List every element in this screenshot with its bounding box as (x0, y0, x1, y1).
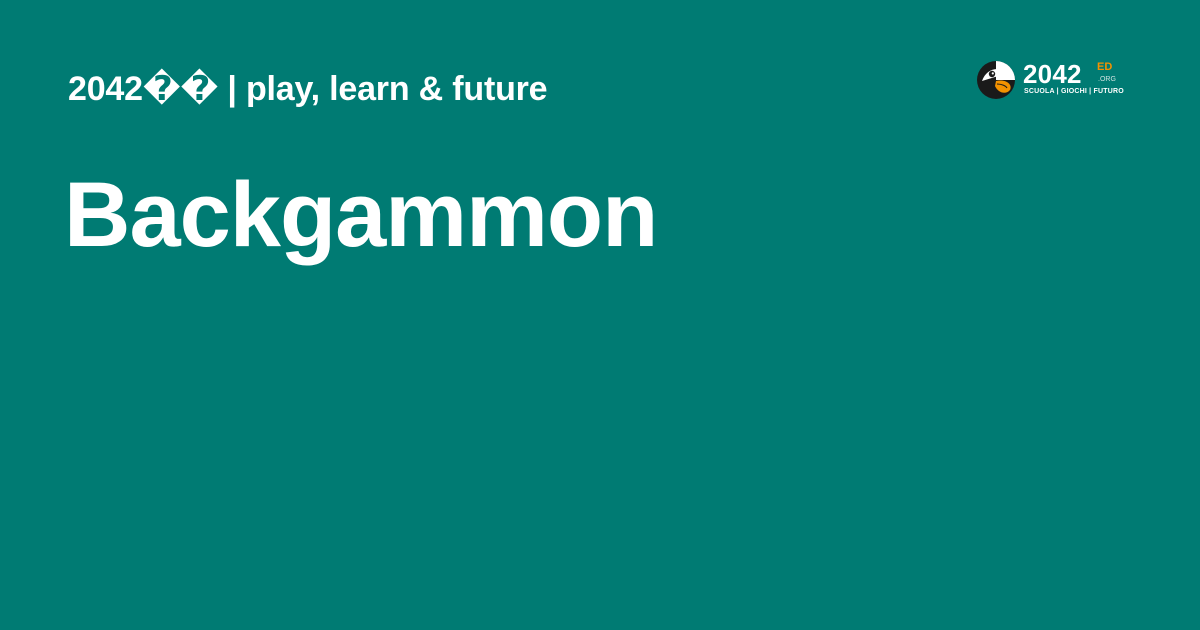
logo-number: 2042 (1023, 59, 1082, 89)
page-title: Backgammon (64, 164, 658, 266)
logo-domain: .ORG (1098, 76, 1116, 83)
parrot-head-icon (977, 61, 1015, 99)
brand-logo[interactable]: 2042 ED .ORG SCUOLA | GIOCHI | FUTURO (976, 59, 1124, 100)
tagline: 2042�� | play, learn & future (68, 70, 548, 108)
logo-superscript: ED (1097, 61, 1113, 73)
logo-subtitle: SCUOLA | GIOCHI | FUTURO (1024, 88, 1124, 95)
